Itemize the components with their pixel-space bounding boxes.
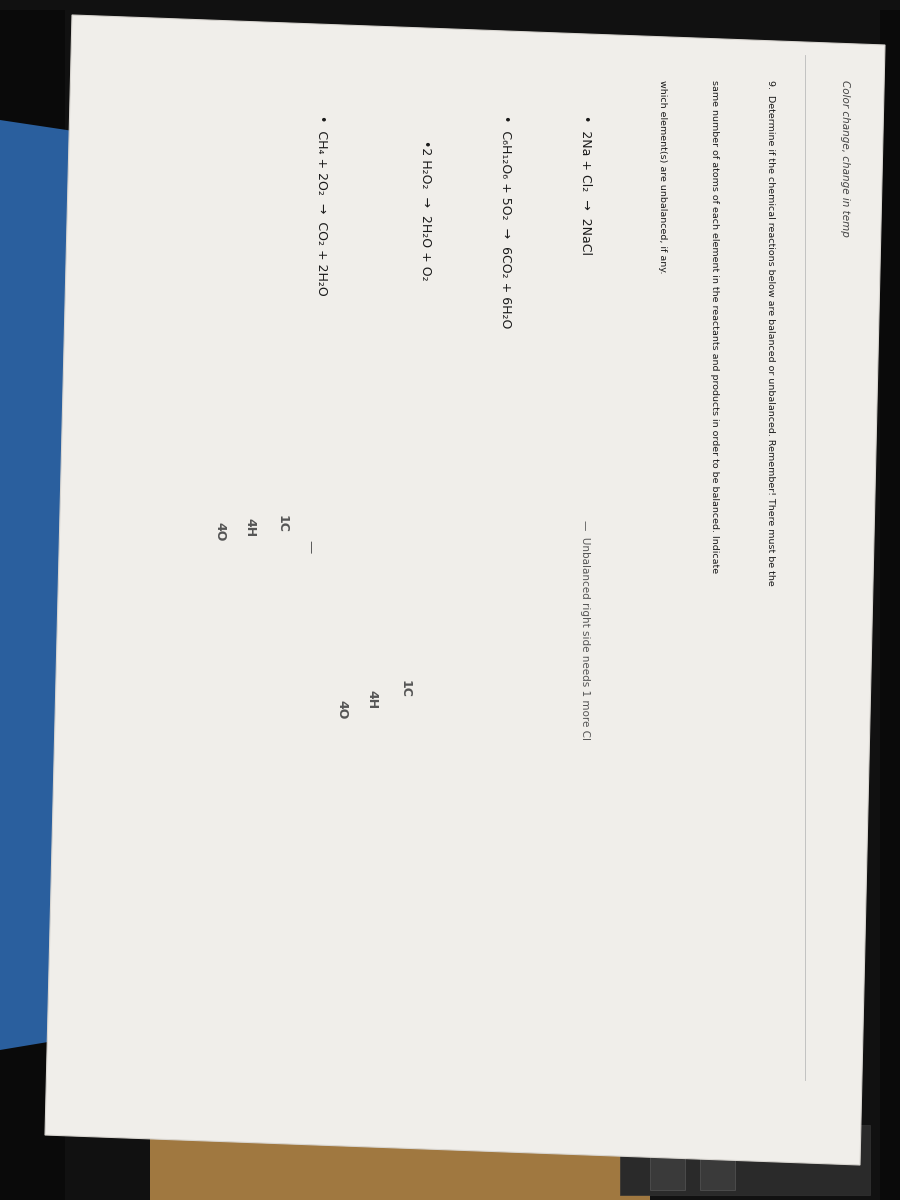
Text: same number of atoms of each element in the reactants and products in order to b: same number of atoms of each element in … xyxy=(710,80,719,574)
Text: 4H: 4H xyxy=(365,690,379,709)
Text: 1C: 1C xyxy=(275,515,289,533)
Text: 4O: 4O xyxy=(336,700,348,719)
Bar xyxy=(650,1150,685,1190)
Polygon shape xyxy=(0,0,65,1200)
Text: •  2Na + Cl₂  →  2NaCl: • 2Na + Cl₂ → 2NaCl xyxy=(579,115,591,254)
Text: —: — xyxy=(303,540,317,553)
Text: 1C: 1C xyxy=(399,680,411,698)
Text: •  CH₄ + 2O₂  →  CO₂ + 2H₂O: • CH₄ + 2O₂ → CO₂ + 2H₂O xyxy=(316,115,328,295)
Polygon shape xyxy=(150,1070,650,1200)
Polygon shape xyxy=(0,0,900,10)
Polygon shape xyxy=(45,14,885,1165)
Text: 4H: 4H xyxy=(244,518,256,538)
Text: •2 H₂O₂  →  2H₂O + O₂: •2 H₂O₂ → 2H₂O + O₂ xyxy=(418,140,431,281)
Polygon shape xyxy=(0,120,200,1050)
Bar xyxy=(880,0,900,1200)
Text: —  Unbalanced right side needs 1 more Cl: — Unbalanced right side needs 1 more Cl xyxy=(580,520,590,740)
Text: which element(s) are unbalanced, if any.: which element(s) are unbalanced, if any. xyxy=(658,80,667,274)
Bar xyxy=(620,1126,870,1195)
Text: Color change, change in temp: Color change, change in temp xyxy=(840,80,850,236)
Text: •  C₆H₁₂O₆ + 5O₂  →  6CO₂ + 6H₂O: • C₆H₁₂O₆ + 5O₂ → 6CO₂ + 6H₂O xyxy=(499,115,511,329)
Text: 4O: 4O xyxy=(213,522,227,541)
Bar xyxy=(700,1150,735,1190)
Text: 9.  Determine if the chemical reactions below are balanced or unbalanced. Rememb: 9. Determine if the chemical reactions b… xyxy=(766,80,775,586)
